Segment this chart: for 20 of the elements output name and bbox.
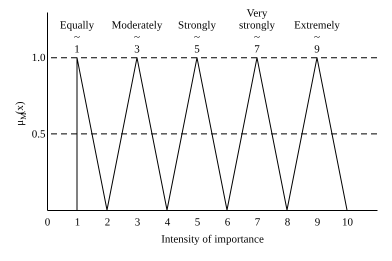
x-tick-label: 1 [74,216,80,228]
x-tick-label: 6 [224,216,231,228]
x-tick-label: 4 [164,216,171,228]
x-tick-label: 9 [314,216,321,228]
x-tick-label: 3 [134,216,141,228]
x-tick-label: 2 [104,216,110,228]
x-tick-label: 8 [284,216,291,228]
x-tick-label: 7 [254,216,261,228]
y-axis-title: μM(x) [14,101,28,126]
x-tick-label: 10 [342,216,354,228]
y-tick-label: 1.0 [32,52,46,64]
x-axis-title: Intensity of importance [161,234,264,246]
x-tick-label: 0 [44,216,51,228]
annotation: Extremely ~ 9 [294,20,340,56]
annotation: Strongly ~ 5 [178,20,216,56]
annotation: Very strongly ~ 7 [238,8,276,56]
y-tick-label: 0.5 [32,128,46,140]
x-tick-label: 5 [194,216,201,228]
annotation: Equally ~ 1 [60,20,95,56]
annotation: Moderately ~ 3 [112,20,163,56]
